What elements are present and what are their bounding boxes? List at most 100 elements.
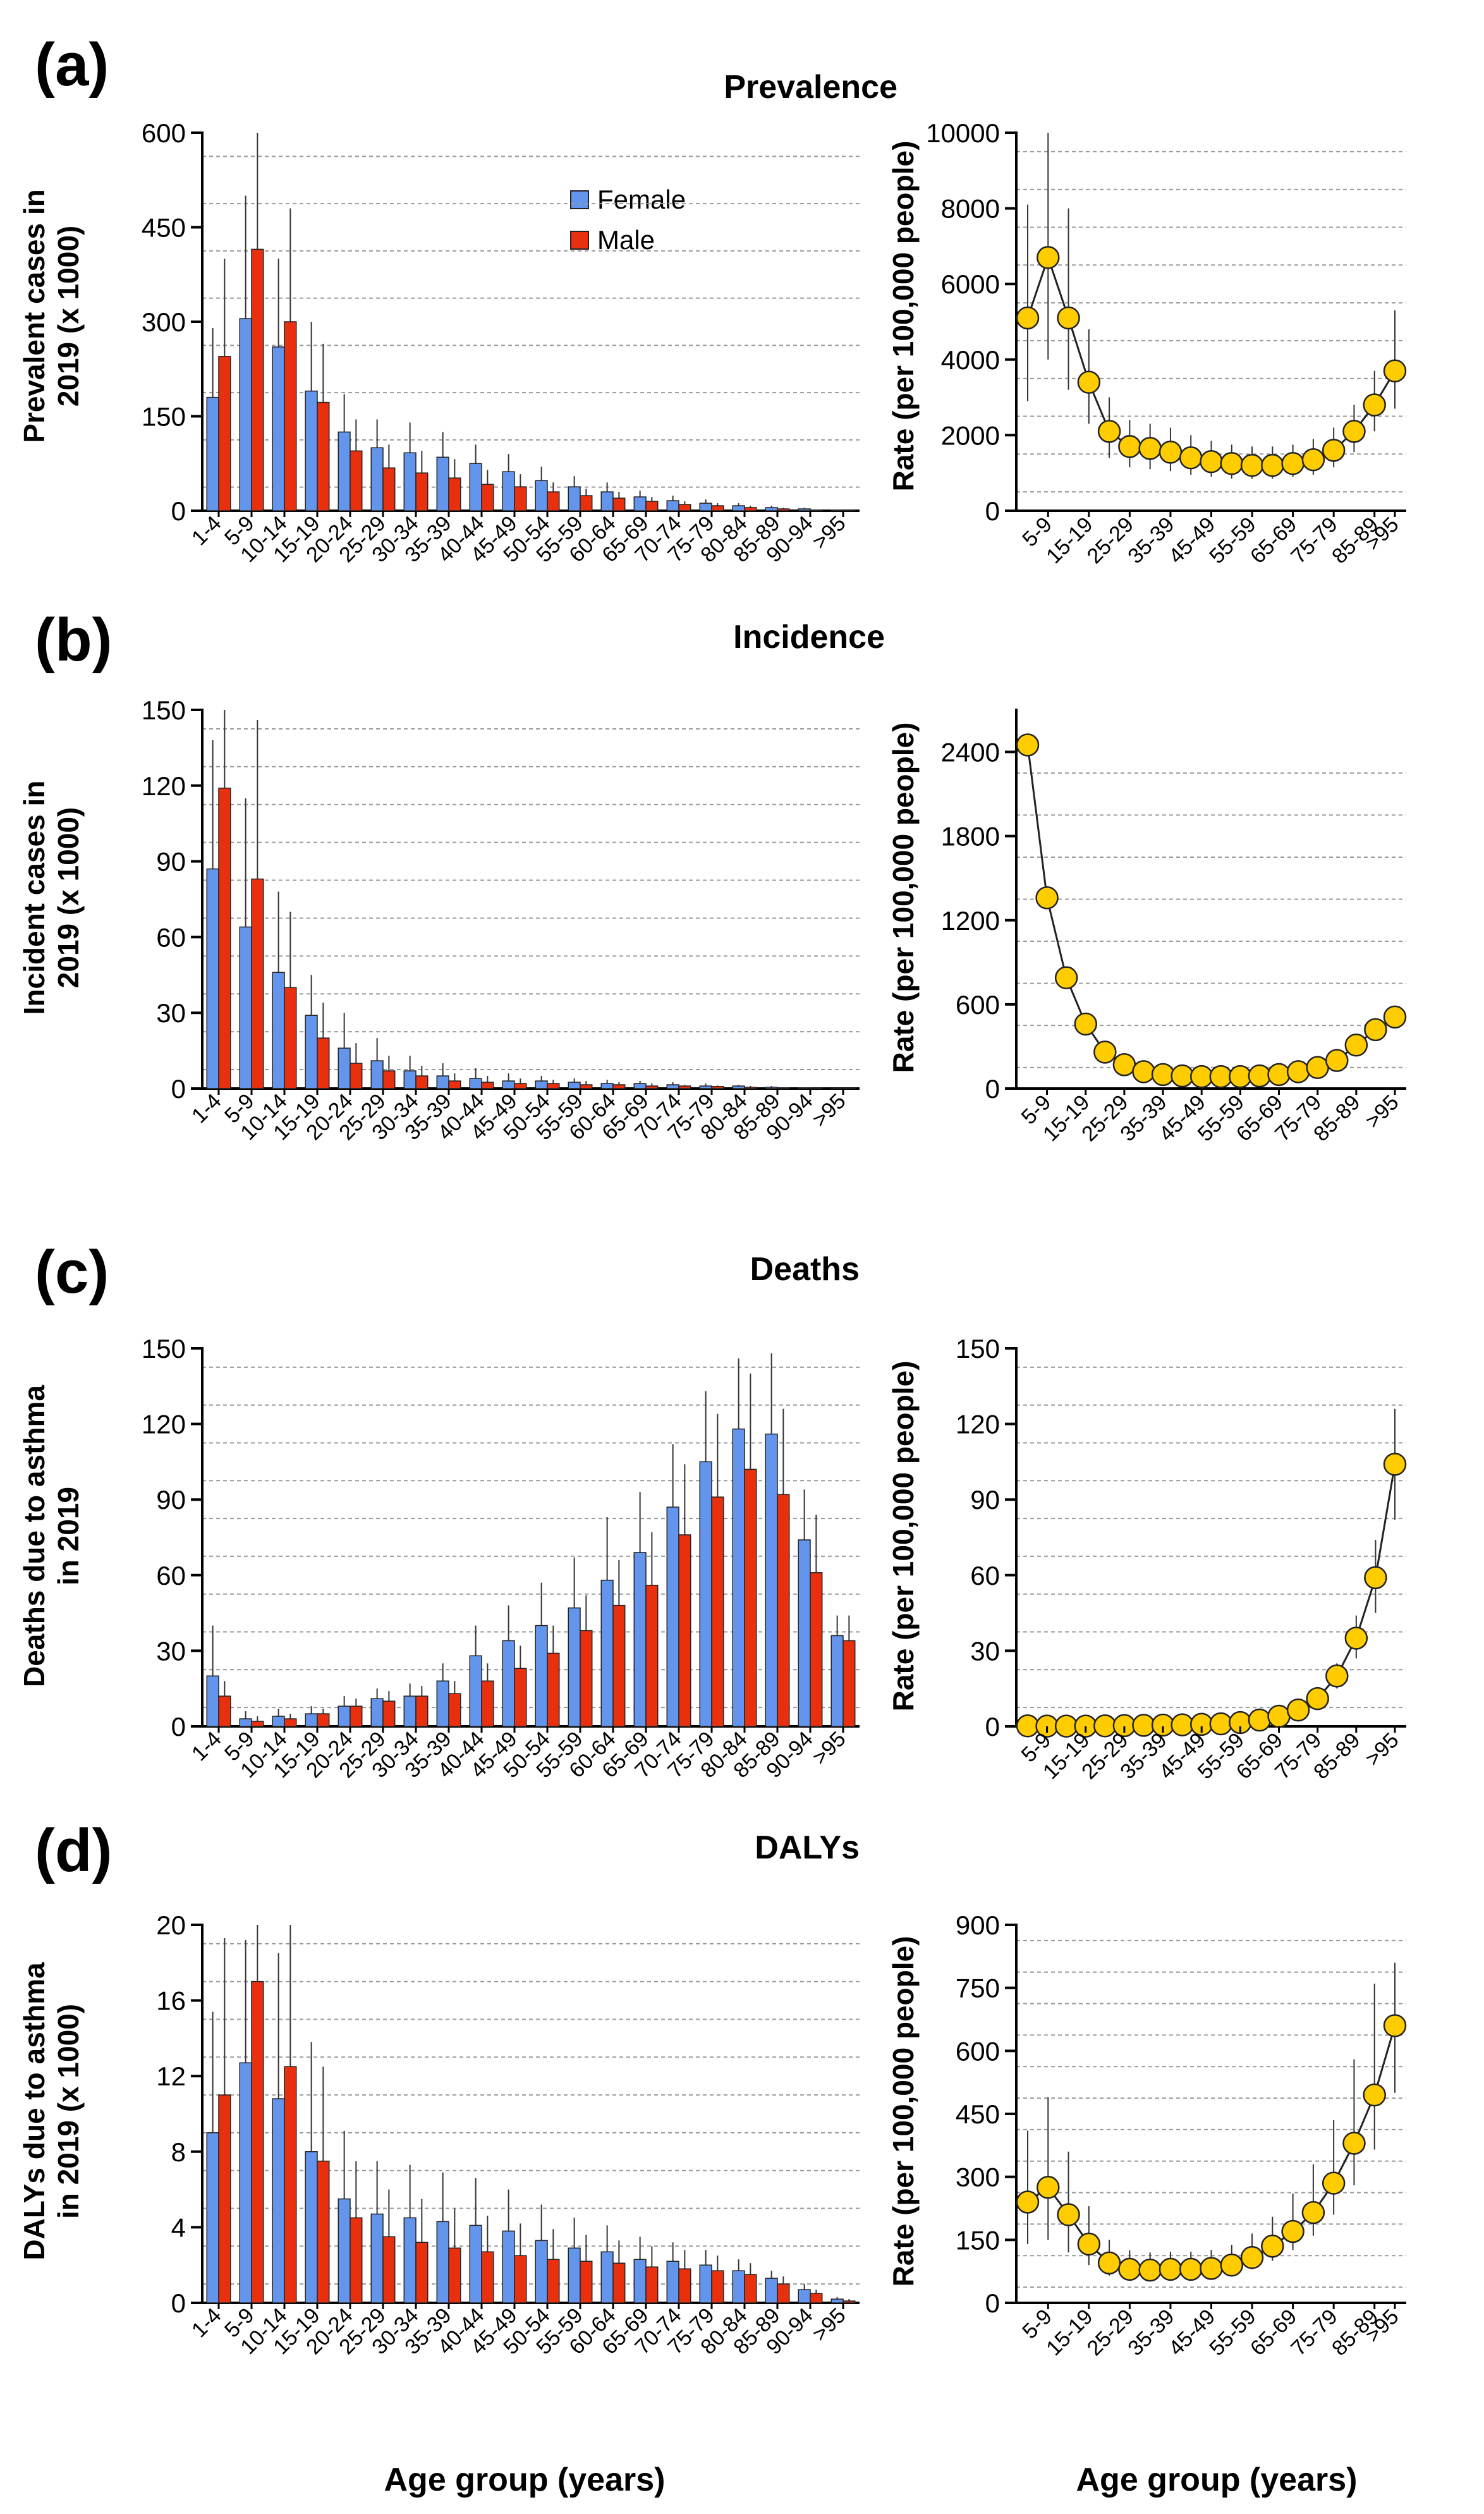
bar-male: [251, 878, 264, 1089]
bar-male: [547, 2259, 560, 2303]
x-axis-label-left: Age group (years): [384, 2462, 666, 2498]
bar-female: [666, 1084, 679, 1089]
data-point: [1383, 1005, 1407, 1029]
bar-female: [370, 447, 384, 511]
line-chart-3: 06001200180024005-915-1925-2935-3945-495…: [887, 709, 1407, 1146]
bar-male: [842, 1640, 856, 1727]
data-point: [1248, 1708, 1272, 1732]
line-chart-5-y-tick-label: 150: [956, 1334, 1000, 1364]
bar-male: [547, 1083, 560, 1089]
line-chart-5-y-tick-label: 120: [956, 1410, 1000, 1439]
bar-chart-2-y-tick-label: 120: [142, 771, 186, 801]
line-chart-7-y-tick-label: 150: [956, 2225, 1000, 2255]
bar-male: [580, 2261, 593, 2303]
bar-male: [317, 1037, 330, 1089]
bar-male: [711, 1496, 724, 1727]
panel-title-incidence: Incidence: [733, 619, 885, 656]
line-chart-1-y-tick-label: 0: [985, 496, 1000, 526]
bar-female: [633, 496, 647, 511]
legend-swatch-female: [570, 190, 589, 209]
data-point: [1325, 1049, 1349, 1072]
bar-male: [645, 1584, 659, 1727]
data-point: [1200, 2257, 1223, 2280]
bar-male: [547, 1652, 560, 1727]
data-point: [1179, 2257, 1203, 2281]
data-point: [1037, 246, 1060, 269]
x-tick-label: >95: [808, 511, 851, 554]
bar-male: [481, 484, 494, 511]
bar-female: [403, 452, 417, 511]
bar-male: [514, 2255, 527, 2303]
line-chart-1-y-tick-label: 4000: [941, 345, 1000, 375]
bar-female: [502, 1080, 515, 1089]
data-point: [1093, 1040, 1117, 1064]
x-tick-label: 1-4: [187, 511, 226, 551]
y-axis-label-line: in 2019: [52, 1487, 85, 1585]
bar-male: [645, 2266, 659, 2303]
y-axis-label: Incident cases in2019 (x 1000): [18, 781, 85, 1015]
bar-male: [547, 491, 560, 511]
line-chart-5-y-tick-label: 0: [985, 1712, 1000, 1742]
bar-female: [206, 2132, 219, 2303]
x-tick-label: 75-79: [1286, 2305, 1342, 2360]
bar-female: [798, 1087, 811, 1089]
data-point: [1261, 453, 1284, 477]
data-point: [1306, 1056, 1329, 1079]
bar-male: [448, 1693, 461, 1727]
bar-male: [350, 1705, 363, 1727]
bar-chart-0-y-tick-label: 450: [142, 213, 186, 243]
data-point: [1057, 306, 1080, 330]
panel-label-c: (c): [35, 1238, 109, 1306]
data-point: [1281, 452, 1305, 475]
bar-chart-4: 03060901201501-45-910-1415-1920-2425-293…: [18, 1334, 860, 1783]
panel-label-d: (d): [35, 1817, 113, 1884]
x-tick-label: 15-19: [1042, 2305, 1097, 2360]
bar-female: [403, 2217, 417, 2303]
bar-male: [218, 1695, 231, 1727]
data-point: [1179, 446, 1203, 470]
bar-male: [744, 507, 757, 511]
bar-female: [535, 480, 548, 511]
series-line: [1026, 254, 1396, 467]
y-axis-label: DALYs due to asthmain 2019 (x 1000): [18, 1962, 85, 2261]
bar-male: [415, 1075, 429, 1089]
bar-female: [338, 431, 351, 511]
data-point: [1118, 2257, 1141, 2281]
bar-female: [732, 505, 745, 511]
data-point: [1016, 733, 1040, 757]
bar-male: [810, 510, 823, 511]
data-point: [1301, 2200, 1325, 2224]
data-point: [1229, 1065, 1252, 1089]
bar-female: [765, 2278, 778, 2303]
bar-male: [448, 1080, 461, 1089]
x-tick-label: 15-19: [1042, 513, 1097, 568]
bar-female: [765, 507, 778, 511]
bar-male: [218, 356, 231, 511]
bar-female: [305, 1015, 318, 1089]
bar-female: [798, 2289, 811, 2303]
data-point: [1342, 2132, 1366, 2155]
bar-male: [382, 1700, 396, 1727]
data-point: [1171, 1064, 1194, 1088]
bar-female: [600, 1083, 614, 1089]
x-tick-label: 75-79: [1286, 513, 1342, 568]
bar-female: [666, 1506, 679, 1727]
bar-female: [666, 500, 679, 511]
line-chart-1: 02000400060008000100005-915-1925-2935-39…: [887, 118, 1407, 568]
data-point: [1267, 1063, 1291, 1087]
bar-male: [317, 2161, 330, 2303]
bar-male: [580, 1084, 593, 1089]
line-chart-1-y-tick-label: 8000: [941, 194, 1000, 224]
bar-female: [666, 2261, 679, 2303]
bar-male: [415, 2242, 429, 2303]
bar-female: [272, 346, 285, 511]
bar-male: [481, 1082, 494, 1089]
bar-female: [469, 1655, 482, 1727]
data-point: [1057, 2203, 1080, 2226]
x-tick-label: 45-49: [1164, 2305, 1220, 2360]
data-point: [1248, 1064, 1272, 1088]
bar-female: [798, 1539, 811, 1727]
y-axis-label: Rate (per 100,000 people): [887, 1936, 920, 2287]
bar-female: [239, 1718, 252, 1727]
y-axis-label: Prevalent cases in2019 (x 1000): [18, 189, 85, 442]
